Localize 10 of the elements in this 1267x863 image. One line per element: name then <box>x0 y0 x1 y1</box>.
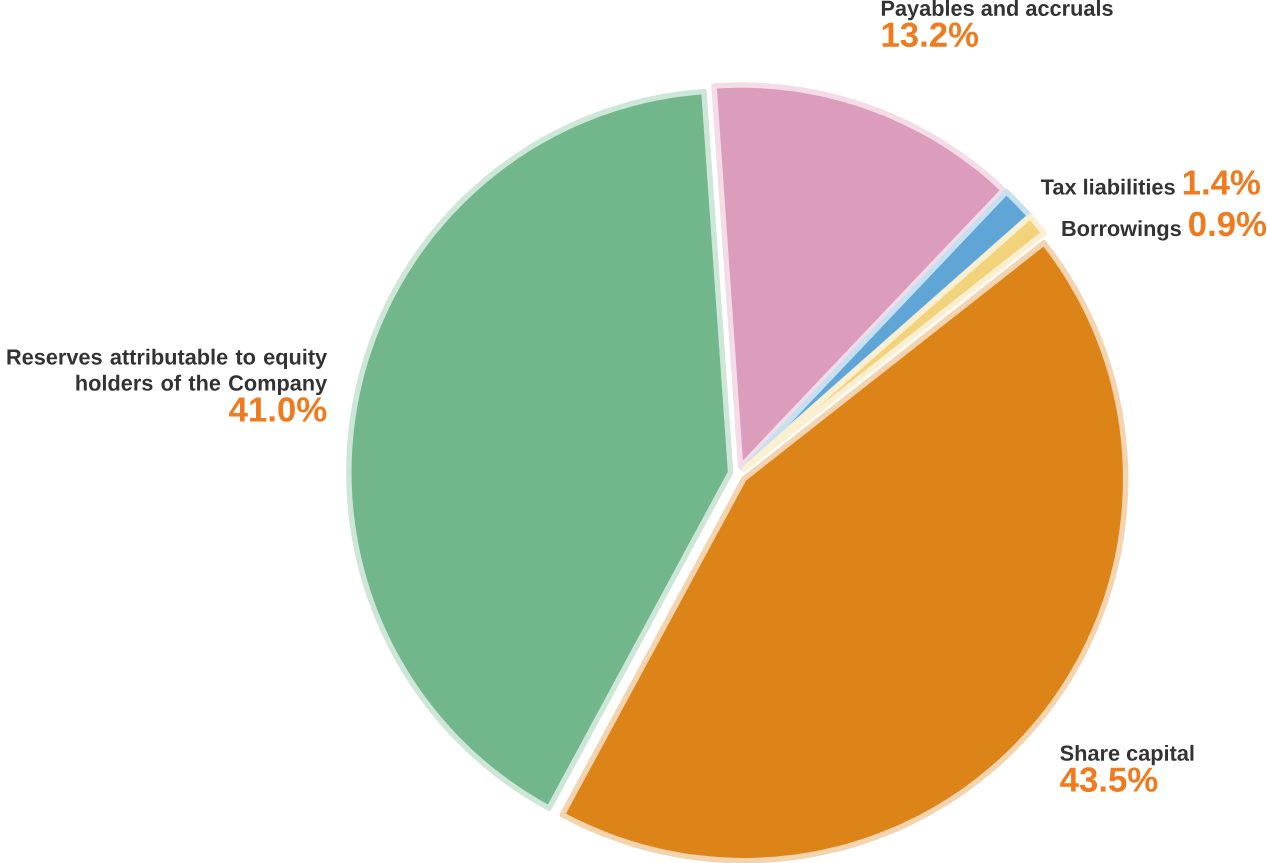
data-label: 1.4% <box>1183 170 1260 195</box>
slice-label: Payables and accruals <box>881 0 1113 21</box>
data-label: 43.5% <box>1060 767 1158 792</box>
slice-label: Tax liabilities <box>1040 178 1175 195</box>
data-label: 41.0% <box>229 397 327 422</box>
slice-label: Reserves attributable to equity holders of the Company <box>7 348 328 395</box>
slice-label: Share capital <box>1060 744 1194 765</box>
data-label: 0.9% <box>1189 211 1267 237</box>
data-label: 13.2% <box>882 22 979 47</box>
slice-label: Borrowings <box>1062 220 1181 241</box>
